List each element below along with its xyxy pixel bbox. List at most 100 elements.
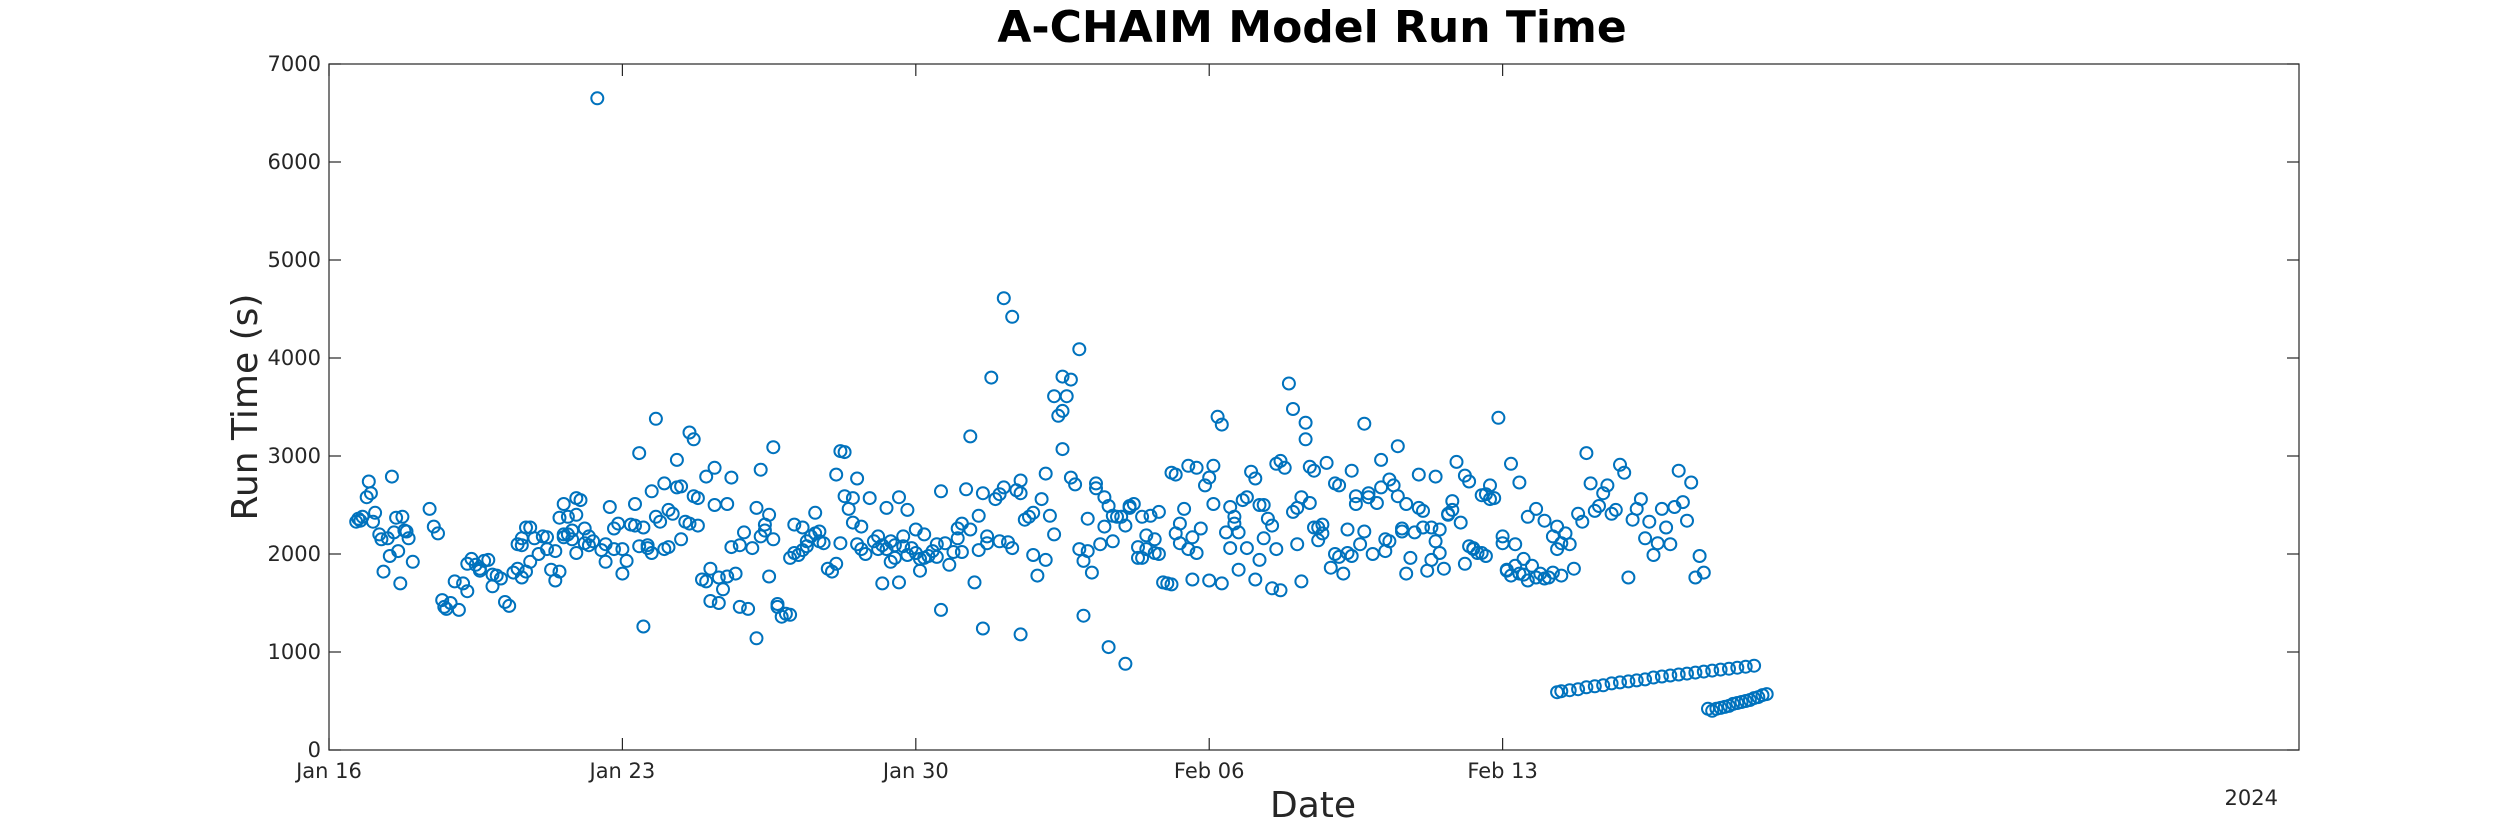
data-point xyxy=(1181,542,1196,557)
data-point xyxy=(648,411,663,426)
data-point xyxy=(1432,522,1447,537)
data-point xyxy=(946,545,961,559)
data-point xyxy=(1063,372,1078,387)
y-axis-label: Run Time (s) xyxy=(225,294,266,521)
data-point xyxy=(1311,533,1326,548)
data-point xyxy=(1055,442,1070,457)
data-point xyxy=(795,520,810,535)
data-point xyxy=(1416,503,1430,518)
data-point xyxy=(1638,531,1653,546)
data-point xyxy=(1596,486,1611,501)
data-point xyxy=(1596,678,1611,693)
data-point xyxy=(1005,541,1020,556)
data-point xyxy=(569,491,584,506)
data-point xyxy=(1684,475,1699,490)
data-point xyxy=(628,497,642,511)
x-tick-label: Jan 23 xyxy=(588,759,656,783)
data-point xyxy=(1550,519,1565,534)
data-point xyxy=(1298,415,1313,430)
data-point xyxy=(1013,473,1028,488)
data-point xyxy=(1403,550,1418,565)
data-point xyxy=(1478,487,1493,502)
data-point xyxy=(1474,546,1489,560)
data-point xyxy=(1504,456,1518,471)
data-point xyxy=(619,553,634,568)
data-point xyxy=(1499,563,1514,578)
data-point xyxy=(1512,475,1527,490)
data-point xyxy=(1131,550,1145,565)
data-point xyxy=(954,545,969,559)
data-point xyxy=(711,570,726,585)
data-point xyxy=(1424,552,1439,567)
data-point xyxy=(1562,683,1577,698)
data-point xyxy=(460,556,475,571)
data-point xyxy=(1151,547,1166,561)
data-point xyxy=(1348,497,1363,511)
data-point xyxy=(1072,342,1087,357)
data-point xyxy=(732,538,747,553)
data-point xyxy=(1302,496,1317,510)
data-point xyxy=(1055,369,1070,384)
y-tick-label: 4000 xyxy=(268,346,321,370)
data-point xyxy=(1084,565,1099,580)
data-point xyxy=(1604,676,1619,691)
data-point xyxy=(1336,566,1351,581)
data-point xyxy=(1323,560,1338,575)
data-point xyxy=(1131,540,1145,555)
data-point xyxy=(1491,410,1506,425)
data-point xyxy=(741,601,756,616)
data-point xyxy=(443,596,458,610)
data-point xyxy=(1562,537,1577,552)
data-point xyxy=(615,566,630,581)
data-point xyxy=(1110,509,1124,524)
data-point xyxy=(569,507,584,522)
data-point xyxy=(1231,525,1246,540)
data-point xyxy=(615,542,630,557)
data-point xyxy=(1286,402,1300,416)
data-point xyxy=(1135,509,1150,524)
data-point xyxy=(845,515,860,530)
data-point xyxy=(799,534,814,549)
data-point xyxy=(581,538,596,553)
data-point xyxy=(1680,513,1694,528)
data-point xyxy=(426,519,441,534)
data-point xyxy=(1047,527,1062,542)
data-point xyxy=(762,569,777,584)
data-point xyxy=(1487,491,1502,506)
data-point xyxy=(1436,561,1451,576)
data-point xyxy=(1483,478,1497,493)
data-point xyxy=(1206,497,1221,511)
data-point xyxy=(1177,501,1192,516)
data-point xyxy=(376,564,391,579)
data-point xyxy=(1592,499,1606,513)
data-point xyxy=(1248,471,1263,486)
x-axis-label: Date xyxy=(1270,785,1356,826)
data-point xyxy=(1256,531,1271,546)
data-point xyxy=(590,91,605,106)
data-point xyxy=(628,518,642,533)
data-point xyxy=(703,594,718,608)
data-point xyxy=(577,521,592,536)
data-point xyxy=(992,487,1007,502)
data-point xyxy=(1629,673,1644,688)
data-point xyxy=(1696,565,1711,580)
data-point xyxy=(757,523,772,538)
data-point xyxy=(1525,558,1539,573)
data-point xyxy=(389,510,404,525)
data-point xyxy=(703,561,718,576)
data-point xyxy=(1239,541,1254,556)
data-point xyxy=(665,506,680,521)
data-point xyxy=(980,529,995,544)
data-point xyxy=(447,574,462,589)
data-point xyxy=(1118,656,1133,671)
data-point xyxy=(1353,537,1368,552)
data-point xyxy=(1579,446,1594,461)
data-point xyxy=(1172,516,1187,531)
data-point xyxy=(699,574,714,589)
data-point xyxy=(384,469,399,484)
data-point xyxy=(716,582,730,597)
data-point xyxy=(368,505,383,520)
data-point xyxy=(1646,670,1661,685)
data-point xyxy=(963,429,978,444)
data-point xyxy=(1185,572,1200,587)
